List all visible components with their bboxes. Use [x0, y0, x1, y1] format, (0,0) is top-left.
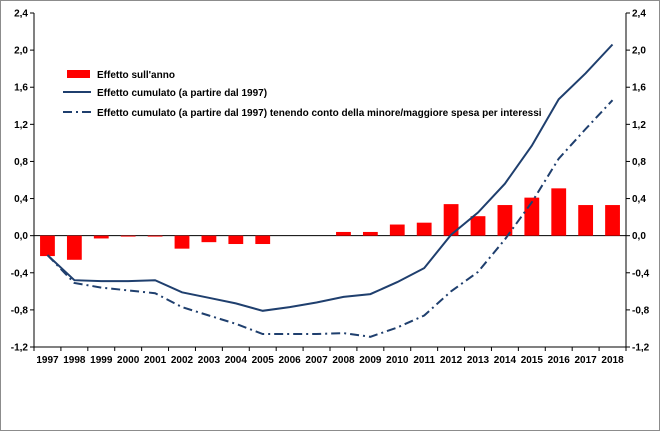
- y-tick-label-left: -0,8: [11, 305, 29, 316]
- x-tick-label: 2012: [440, 355, 463, 366]
- y-tick-label-right: -0,4: [632, 268, 650, 279]
- x-tick-label: 2008: [332, 355, 355, 366]
- tick-labels: 2,4 2,4 2,0 2,0 1,6 1,6 1,2 1,2 0,8 0,8 0,4 0,4 0,0 0…: [11, 9, 650, 367]
- y-tick-label-right: 1,2: [632, 120, 646, 131]
- legend-label-cumulative-interest: Effetto cumulato (a partire dal 1997) te…: [97, 108, 542, 119]
- bar-2001: [147, 235, 163, 237]
- bar-2013: [470, 216, 486, 236]
- line-cumulative-interest: [46, 99, 614, 338]
- legend-label-annual-effect: Effetto sull'anno: [97, 70, 175, 81]
- x-tick-label: 2014: [494, 355, 517, 366]
- bar-2009: [362, 231, 378, 236]
- bar-2014: [497, 205, 513, 236]
- y-tick-label-right: 2,0: [632, 46, 646, 57]
- bar-2010: [389, 224, 405, 236]
- legend-label-cumulative: Effetto cumulato (a partire dal 1997): [97, 88, 267, 99]
- x-tick-label: 2000: [117, 355, 140, 366]
- line-series: [46, 43, 614, 338]
- x-tick-label: 2013: [467, 355, 490, 366]
- x-tick-label: 2006: [279, 355, 302, 366]
- bar-2004: [228, 235, 244, 245]
- x-tick-label: 2018: [601, 355, 624, 366]
- x-tick-label: 2003: [198, 355, 221, 366]
- x-tick-label: 2007: [305, 355, 328, 366]
- y-tick-label-right: -0,8: [632, 305, 650, 316]
- x-tick-label: 2010: [386, 355, 409, 366]
- x-tick-label: 2005: [252, 355, 275, 366]
- bar-1997: [40, 235, 55, 257]
- bar-1998: [66, 235, 82, 260]
- bar-2017: [578, 205, 594, 236]
- y-tick-label-left: 0,4: [14, 194, 28, 205]
- bar-2008: [336, 231, 351, 236]
- bar-2005: [255, 235, 271, 245]
- y-tick-label-right: 0,8: [632, 157, 646, 168]
- bar-2012: [443, 204, 459, 236]
- bar-2000: [120, 235, 136, 237]
- y-tick-label-right: -1,2: [632, 343, 650, 354]
- y-tick-label-left: 0,8: [14, 157, 28, 168]
- y-tick-label-right: 2,4: [632, 9, 646, 20]
- bar-2018: [605, 205, 620, 236]
- x-tick-label: 2009: [359, 355, 382, 366]
- bar-1999: [93, 235, 109, 239]
- x-tick-label: 2004: [225, 355, 248, 366]
- bar-2011: [416, 222, 432, 236]
- y-tick-label-left: -0,4: [11, 268, 29, 279]
- y-tick-label-right: 0,4: [632, 194, 646, 205]
- x-tick-label: 2011: [413, 355, 435, 366]
- bar-2003: [201, 235, 217, 243]
- y-tick-label-left: 1,2: [14, 120, 28, 131]
- x-tick-label: 2001: [144, 355, 167, 366]
- legend-swatch-annual-effect: [67, 70, 90, 78]
- x-tick-label: 2015: [521, 355, 544, 366]
- y-tick-label-left: 2,4: [14, 9, 28, 20]
- line-cumulative: [46, 43, 614, 312]
- x-tick-label: 2017: [575, 355, 598, 366]
- y-tick-label-left: 1,6: [14, 83, 28, 94]
- bar-series: [40, 188, 620, 260]
- x-tick-label: 1997: [36, 355, 59, 366]
- y-tick-label-left: 2,0: [14, 46, 28, 57]
- y-tick-label-right: 0,0: [632, 231, 646, 242]
- x-tick-label: 1999: [90, 355, 113, 366]
- bar-2016: [551, 188, 567, 236]
- x-tick-label: 1998: [63, 355, 86, 366]
- x-tick-label: 2002: [171, 355, 194, 366]
- x-tick-label: 2016: [548, 355, 571, 366]
- bar-2002: [174, 235, 190, 249]
- y-tick-label-left: 0,0: [14, 231, 28, 242]
- y-tick-label-left: -1,2: [11, 343, 29, 354]
- y-tick-label-right: 1,6: [632, 83, 646, 94]
- legend: Effetto sull'anno Effetto cumulato (a pa…: [63, 70, 542, 119]
